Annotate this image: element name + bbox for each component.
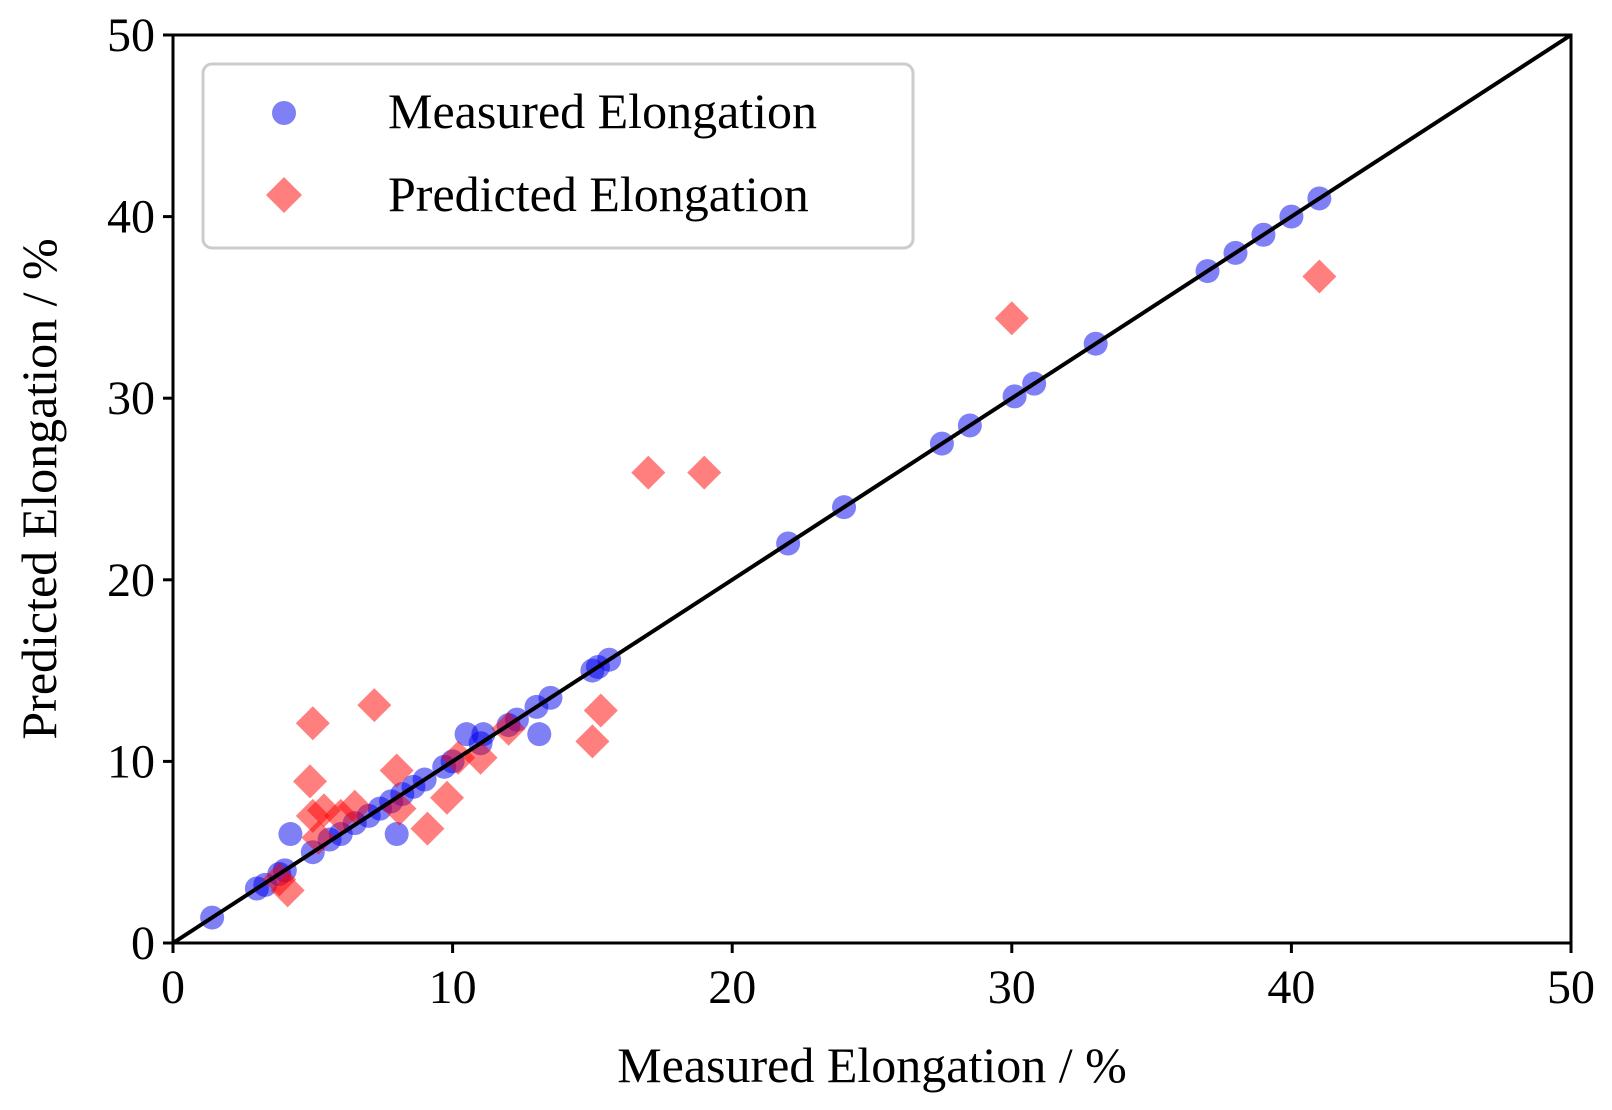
predicted-point	[575, 724, 610, 759]
plot-frame	[171, 33, 1573, 945]
predicted-point	[357, 688, 392, 723]
y-tick-label: 0	[131, 917, 155, 970]
predicted-point	[270, 873, 305, 908]
legend-frame	[201, 62, 915, 250]
predicted-point	[293, 764, 328, 799]
measured-point	[384, 822, 409, 847]
identity-line	[171, 33, 1573, 945]
x-axis-label: Measured Elongation / %	[617, 1037, 1127, 1093]
y-tick-label: 40	[107, 191, 155, 244]
y-tick-label: 50	[107, 9, 155, 62]
predicted-point	[491, 711, 526, 746]
predicted-point	[337, 789, 372, 824]
predicted-point	[379, 753, 414, 788]
predicted-point	[994, 301, 1029, 336]
y-axis-label: Predicted Elongation / %	[11, 238, 67, 739]
legend-label-predicted: Predicted Elongation	[388, 166, 809, 222]
measured-point	[527, 722, 552, 747]
legend-marker-measured	[272, 101, 296, 125]
predicted-point	[687, 455, 722, 490]
predicted-point	[301, 820, 336, 855]
legend-label-measured: Measured Elongation	[388, 83, 817, 139]
y-axis-ticks: 0 10 20 30 40 50	[107, 9, 173, 970]
predicted-point	[295, 706, 330, 741]
predicted-point	[410, 811, 445, 846]
predicted-point	[1302, 259, 1337, 294]
y-tick-label: 30	[107, 372, 155, 425]
legend: Measured Elongation Predicted Elongation	[201, 62, 915, 250]
x-axis-ticks: 0 10 20 30 40 50	[161, 943, 1595, 1014]
x-tick-label: 40	[1267, 961, 1315, 1014]
y-tick-label: 20	[107, 554, 155, 607]
predicted-point	[631, 455, 666, 490]
x-tick-label: 30	[988, 961, 1036, 1014]
data-marks	[200, 186, 1337, 930]
y-tick-label: 10	[107, 735, 155, 788]
measured-point	[278, 822, 303, 847]
x-tick-label: 10	[429, 961, 477, 1014]
measured-point	[471, 722, 496, 747]
x-tick-label: 0	[161, 961, 185, 1014]
legend-marker-predicted	[266, 177, 302, 213]
x-tick-label: 50	[1547, 961, 1595, 1014]
predicted-point	[430, 780, 465, 815]
predicted-point	[583, 693, 618, 728]
x-tick-label: 20	[708, 961, 756, 1014]
